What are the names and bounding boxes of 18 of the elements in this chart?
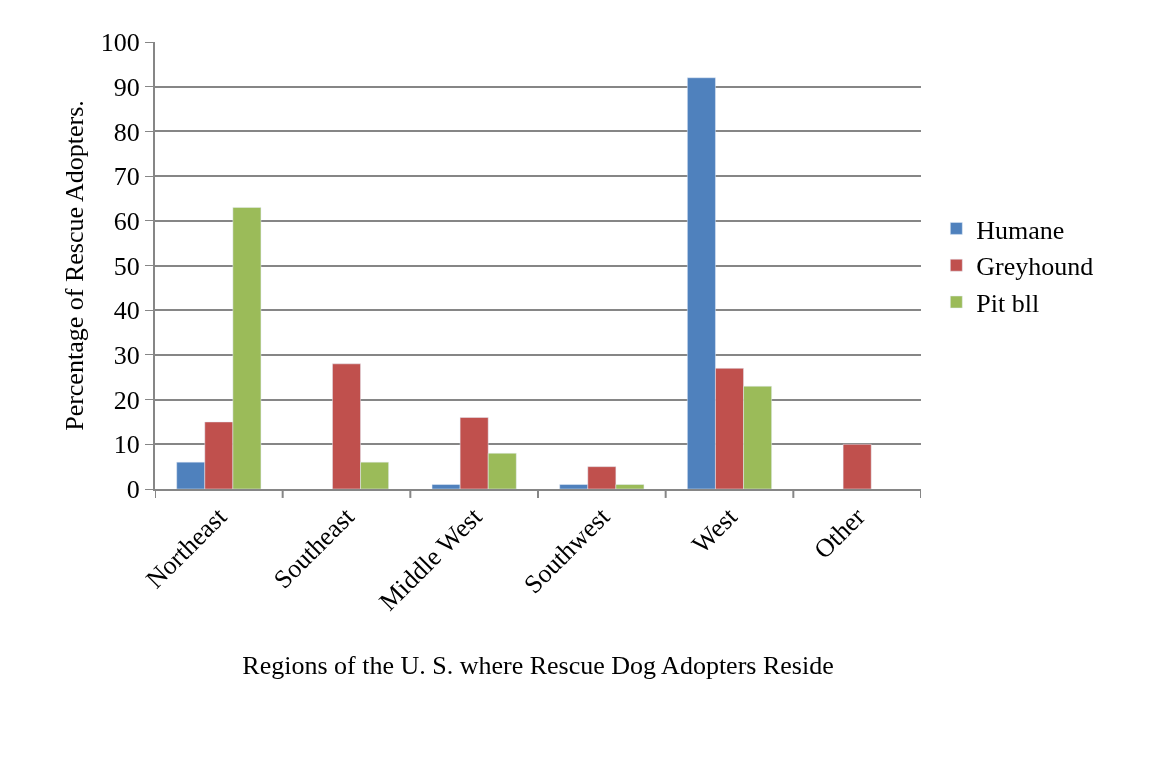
- x-axis-title: Regions of the U. S. where Rescue Dog Adopters Reside: [242, 650, 834, 680]
- y-tick-label: 30: [113, 341, 140, 370]
- y-tick-label: 90: [113, 72, 140, 102]
- y-tick-label: 80: [113, 117, 140, 147]
- y-tick-label: 50: [113, 251, 140, 281]
- y-tick-label: 70: [113, 162, 140, 192]
- legend-label: Pit bll: [976, 289, 1040, 319]
- legend-label: Greyhound: [976, 252, 1094, 282]
- y-axis-title: Percentage of Rescue Adopters.: [59, 100, 89, 431]
- y-tick-label: 100: [100, 28, 140, 58]
- y-tick-label: 20: [113, 385, 140, 415]
- y-tick-label: 10: [113, 430, 140, 460]
- y-tick-label: 60: [113, 206, 140, 236]
- legend-label: Humane: [976, 215, 1065, 245]
- y-tick-label: 0: [126, 475, 140, 505]
- x-tick-label: West: [686, 501, 744, 559]
- y-tick-label: 40: [113, 296, 140, 326]
- bar: [842, 444, 872, 489]
